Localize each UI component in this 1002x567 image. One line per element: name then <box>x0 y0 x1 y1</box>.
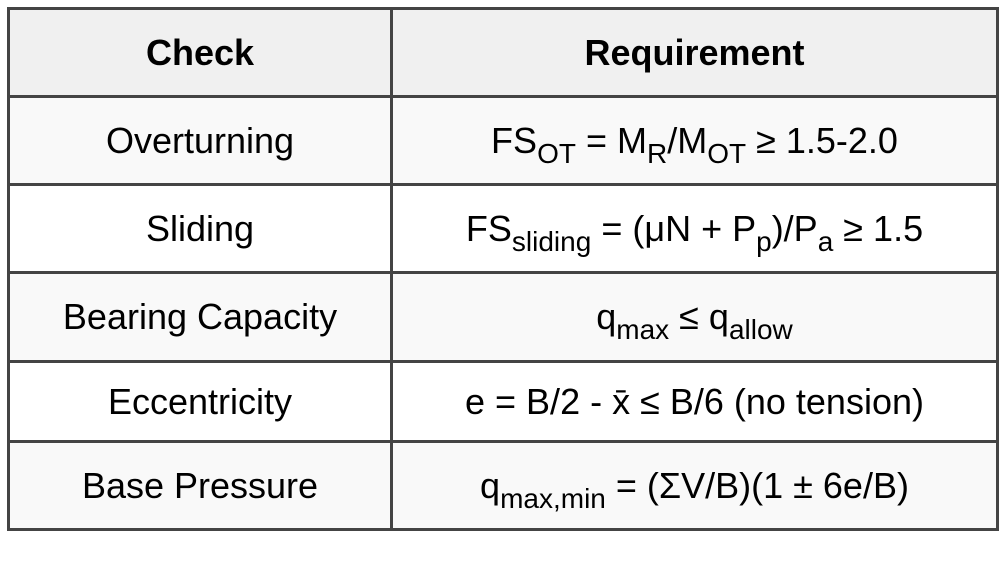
requirement-cell: e = B/2 - x̄ ≤ B/6 (no tension) <box>390 360 999 443</box>
formula-subscript: R <box>646 137 668 169</box>
requirement-cell: qmax ≤ qallow <box>390 271 999 363</box>
header-check: Check <box>7 7 393 98</box>
formula-text: = M <box>575 119 647 161</box>
formula-subscript: OT <box>707 137 747 169</box>
formula-subscript: p <box>756 225 772 257</box>
formula-text: FS <box>491 119 538 161</box>
formula-text: q <box>480 464 501 506</box>
formula-text: )/P <box>771 207 818 249</box>
table-row: Eccentricity e = B/2 - x̄ ≤ B/6 (no tensi… <box>7 360 999 443</box>
table-row: Sliding FSsliding = (μN + Pp)/Pa ≥ 1.5 <box>7 183 999 274</box>
formula-text: e = B/2 - x̄ ≤ B/6 (no tension) <box>465 380 924 422</box>
formula-text: ≥ 1.5 <box>833 207 924 249</box>
formula-text: = (ΣV/B)(1 ± 6e/B) <box>605 464 909 506</box>
requirement-cell: FSOT = MR/MOT ≥ 1.5-2.0 <box>390 95 999 186</box>
formula-text: ≤ q <box>669 296 729 337</box>
requirement-cell: FSsliding = (μN + Pp)/Pa ≥ 1.5 <box>390 183 999 274</box>
formula-text: ≥ 1.5-2.0 <box>746 119 898 161</box>
formula-text: q <box>596 296 617 337</box>
formula-subscript: OT <box>537 137 576 169</box>
formula-subscript: sliding <box>511 225 592 257</box>
check-cell: Sliding <box>7 183 393 274</box>
formula-text: = (μN + P <box>591 207 757 249</box>
formula-subscript: max,min <box>500 482 606 514</box>
formula-subscript: allow <box>728 314 793 345</box>
check-cell: Eccentricity <box>7 360 393 443</box>
check-cell: Base Pressure <box>7 440 393 531</box>
stability-checks-table: Check Requirement Overturning FSOT = MR/M… <box>7 7 999 531</box>
formula-subscript: max <box>616 314 670 345</box>
table-row: Bearing Capacity qmax ≤ qallow <box>7 271 999 363</box>
formula-text: FS <box>465 207 512 249</box>
formula-text: /M <box>667 119 708 161</box>
check-cell: Overturning <box>7 95 393 186</box>
header-row: Check Requirement <box>7 7 999 98</box>
formula-subscript: a <box>817 225 834 257</box>
table-row: Base Pressure qmax,min = (ΣV/B)(1 ± 6e/B) <box>7 440 999 531</box>
requirement-cell: qmax,min = (ΣV/B)(1 ± 6e/B) <box>390 440 999 531</box>
check-cell: Bearing Capacity <box>7 271 393 363</box>
table-row: Overturning FSOT = MR/MOT ≥ 1.5-2.0 <box>7 95 999 186</box>
header-requirement: Requirement <box>390 7 999 98</box>
